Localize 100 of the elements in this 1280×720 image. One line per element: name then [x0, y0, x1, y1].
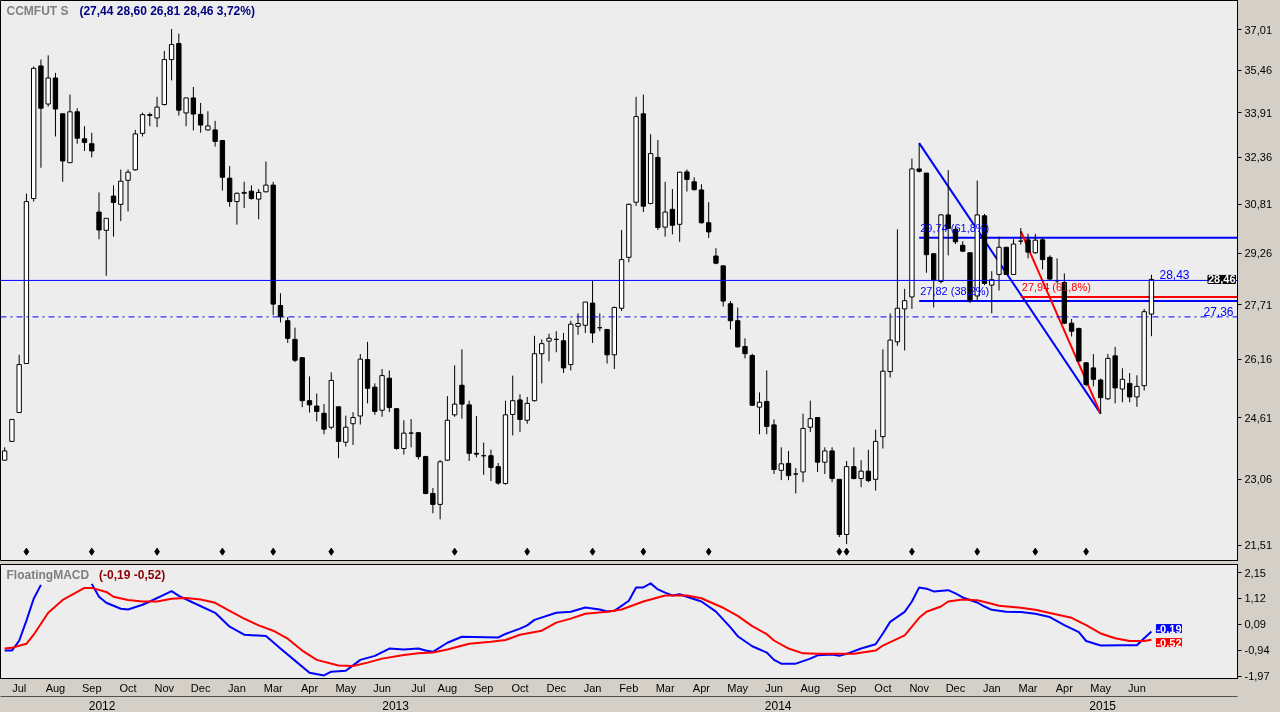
candlestick — [81, 125, 88, 152]
x-tick-label: May — [335, 681, 357, 694]
x-tick-label: Sep — [81, 681, 102, 694]
chart-title: FloatingMACD — [6, 567, 90, 582]
candlestick — [539, 338, 545, 384]
x-tick-label: Nov — [909, 681, 930, 694]
candlestick — [89, 132, 95, 158]
candlestick — [459, 348, 465, 420]
candlestick — [212, 120, 218, 148]
candlestick — [415, 431, 422, 460]
candlestick — [285, 316, 291, 344]
x-tick-label: Jan — [228, 681, 246, 694]
y-tick-label: 37,01 — [1244, 23, 1273, 36]
chart-title: CCMFUT S — [6, 3, 69, 18]
x-tick-label: Aug — [800, 681, 821, 694]
ref-line-label: 27,36 — [1203, 304, 1234, 319]
candlestick — [190, 86, 197, 131]
x-tick-label: Jun — [373, 681, 391, 694]
candlestick — [684, 169, 690, 192]
candlestick — [756, 391, 763, 435]
candlestick — [785, 450, 792, 481]
candlestick — [706, 201, 712, 239]
y-tick-label: 33,91 — [1244, 106, 1273, 119]
x-tick-label: Aug — [437, 681, 458, 694]
candlestick — [1090, 353, 1097, 387]
chart-subtitle: (-0,19 -0,52) — [99, 567, 166, 582]
y-tick-label: 30,81 — [1244, 198, 1273, 211]
x-tick-label: Jan — [583, 681, 602, 694]
y-tick-label: 21,51 — [1244, 539, 1273, 552]
candlestick — [256, 188, 262, 220]
y-tick-label: 23,06 — [1244, 473, 1273, 486]
x-tick-label: Sep — [836, 681, 857, 694]
candlestick — [901, 288, 908, 351]
candlestick — [807, 400, 813, 433]
candlestick — [234, 191, 240, 226]
candlestick — [205, 110, 211, 131]
x-tick-label: Dec — [190, 681, 211, 694]
candlestick — [727, 300, 734, 330]
y-tick-label: -0,94 — [1244, 644, 1270, 657]
x-tick-label: Mar — [263, 681, 284, 694]
candlestick — [1097, 378, 1104, 415]
y-tick-label: 26,16 — [1244, 353, 1273, 366]
x-tick-label: Jun — [765, 681, 783, 694]
x-tick-label: May — [1090, 681, 1112, 694]
ref-line-label: 28,43 — [1159, 268, 1190, 283]
candlestick — [314, 393, 320, 422]
x2-tick-label: 2014 — [764, 698, 792, 713]
candlestick — [1047, 254, 1053, 281]
x-tick-label: Apr — [300, 681, 319, 694]
candlestick — [669, 188, 676, 235]
candlestick — [110, 184, 117, 238]
y-tick-label: 24,61 — [1244, 411, 1273, 424]
candlestick — [226, 165, 233, 208]
candlestick — [1119, 367, 1126, 403]
x-tick-label: Dec — [546, 681, 567, 694]
x-tick-label: Feb — [619, 681, 639, 694]
candlestick — [451, 364, 458, 418]
x-tick-label: Oct — [874, 681, 892, 694]
data-label: -0,52 — [1156, 636, 1182, 649]
y-tick-label: 35,46 — [1244, 64, 1273, 77]
y-tick-label: 1,12 — [1244, 592, 1266, 605]
candlestick — [546, 333, 552, 362]
x-tick-label: Oct — [511, 681, 529, 694]
candlestick — [125, 169, 131, 212]
x-tick-label: Oct — [119, 681, 137, 694]
candlestick — [1039, 237, 1046, 270]
x-tick-label: Jul — [12, 681, 27, 694]
x-tick-label: Dec — [945, 681, 966, 694]
candlestick — [343, 415, 349, 448]
candlestick — [350, 411, 356, 446]
candlestick — [306, 375, 313, 414]
x-tick-label: Jan — [982, 681, 1001, 694]
y-tick-label: 29,26 — [1244, 247, 1273, 260]
candlestick — [401, 419, 407, 456]
candlestick — [118, 169, 124, 222]
x-tick-label: Apr — [1055, 681, 1074, 694]
candlestick — [277, 292, 284, 323]
x-tick-label: Mar — [1018, 681, 1038, 694]
x-tick-label: Mar — [655, 681, 675, 694]
chart-subtitle: (27,44 28,60 26,81 28,46 3,72%) — [79, 3, 255, 18]
candlestick — [1134, 374, 1140, 408]
x2-tick-label: 2013 — [382, 698, 410, 713]
x-tick-label: Apr — [692, 681, 711, 694]
x-tick-label: Jun — [1128, 681, 1146, 694]
candlestick — [139, 112, 146, 137]
y-tick-label: 2,15 — [1244, 566, 1266, 579]
candlestick — [241, 181, 247, 209]
x-tick-label: Aug — [45, 681, 66, 694]
candlestick — [197, 102, 204, 134]
y-tick-label: -1,97 — [1244, 670, 1270, 683]
candlestick — [473, 415, 480, 458]
candlestick — [1083, 361, 1089, 387]
candlestick — [865, 449, 872, 483]
x-tick-label: Sep — [473, 681, 494, 694]
annotation: 28,46 — [1207, 273, 1236, 286]
y-tick-label: 27,71 — [1244, 298, 1273, 311]
candlestick — [989, 270, 995, 314]
data-label: -0,19 — [1156, 622, 1182, 635]
x2-tick-label: 2015 — [1089, 698, 1117, 713]
y-tick-label: 0,09 — [1244, 618, 1266, 631]
